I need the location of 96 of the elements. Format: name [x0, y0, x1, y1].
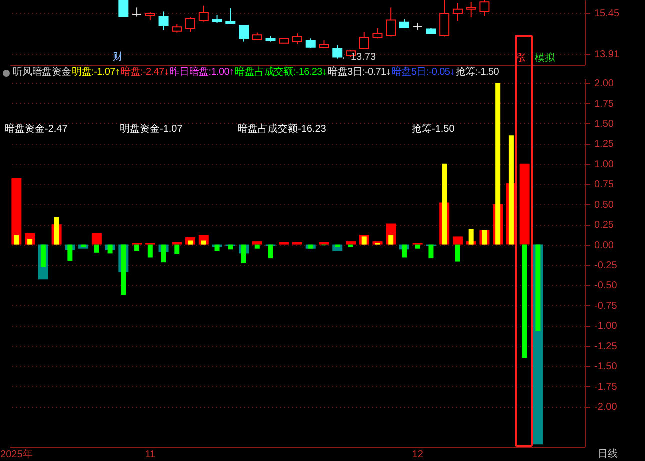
y-tick-label: 2.00 [594, 78, 614, 90]
y-tick-label: 15.45 [594, 8, 620, 20]
candlestick [332, 44, 343, 60]
candlestick [132, 7, 142, 18]
y-tick-label: -1.25 [594, 341, 618, 352]
bar [252, 242, 262, 245]
candlestick [226, 8, 236, 24]
text: 暗盘3日:-0.71↓ [328, 67, 391, 79]
bar [402, 244, 407, 258]
text: 明盘:-1.07↑ [72, 67, 120, 79]
bar [12, 178, 22, 245]
bar [201, 240, 206, 245]
text: 抢筹:-1.50 [456, 67, 499, 79]
annotation: 模拟 [535, 53, 555, 65]
y-tick-label: 0.75 [594, 180, 614, 191]
bar [254, 244, 260, 249]
y-tick-label: 1.25 [594, 139, 614, 150]
bar [536, 244, 541, 332]
bar [94, 244, 100, 253]
annotation: 暗盘资金-2.47 [5, 124, 68, 136]
candlestick [292, 33, 302, 45]
y-tick-label: -0.75 [594, 300, 618, 312]
bar [346, 242, 356, 245]
y-tick-label: -0.50 [594, 280, 618, 292]
y-tick-label: -1.75 [594, 382, 618, 393]
y-tick-label: -0.25 [594, 260, 618, 272]
annotation: 财 [113, 52, 123, 64]
y-tick-label: 1.50 [594, 118, 614, 130]
bar [319, 242, 330, 245]
bar [455, 244, 460, 262]
candlestick [399, 18, 410, 30]
bar [468, 229, 474, 245]
candlestick [372, 28, 383, 40]
candlestick [359, 31, 370, 50]
bar [148, 244, 153, 258]
x-tick-label: 12 [412, 450, 424, 460]
bar [268, 244, 274, 259]
bar [279, 242, 290, 245]
y-tick-label: -2.00 [594, 402, 618, 414]
bar [174, 244, 180, 255]
chart-title: 听风暗盘资金 [13, 67, 72, 79]
bar [428, 244, 434, 259]
bar [172, 242, 182, 245]
y-tick-label: 13.91 [594, 50, 620, 61]
bar [54, 217, 60, 245]
candlestick [452, 2, 463, 22]
y-tick-label: -1.50 [594, 362, 618, 373]
bar [415, 244, 420, 249]
candlestick [239, 25, 250, 42]
bar [121, 244, 126, 295]
bar [134, 244, 140, 252]
bar [522, 244, 528, 358]
bar [496, 83, 501, 245]
bar [362, 236, 367, 245]
annotation: 暗盘占成交额-16.23 [238, 124, 326, 136]
bar [442, 164, 448, 245]
bar [242, 244, 247, 264]
candlestick [306, 38, 316, 49]
text: 暗盘5日:-0.05↓ [392, 67, 455, 79]
bar [161, 244, 166, 263]
bar [388, 235, 394, 245]
bar [520, 164, 530, 245]
text: 暗盘占成交额:-16.23↓ [235, 67, 328, 79]
candlestick [198, 5, 209, 22]
candlestick [386, 7, 396, 38]
text: 昨日暗盘:1.00↑ [170, 67, 234, 79]
bar [292, 242, 302, 245]
bar [452, 236, 463, 245]
bar [14, 235, 20, 245]
x-tick-label: 11 [145, 450, 156, 460]
bar [188, 240, 194, 245]
y-tick-label: 1.75 [594, 98, 614, 110]
y-tick-label: 0.25 [594, 220, 614, 232]
bar [308, 244, 314, 249]
candlestick [118, 0, 129, 18]
bar [40, 244, 46, 268]
candlestick [186, 17, 196, 32]
x-tick-label: 2025年 [0, 448, 33, 460]
bar [228, 244, 234, 250]
text: 日线 [598, 449, 618, 461]
annotation: 抢筹-1.50 [412, 124, 455, 136]
y-tick-label: 1.00 [594, 159, 614, 170]
y-tick-label: -1.00 [594, 321, 618, 332]
bar [92, 233, 102, 245]
bar [68, 244, 73, 261]
bar [508, 136, 514, 245]
bar [214, 244, 220, 252]
bar [108, 244, 113, 254]
text: 暗盘:-2.47↓ [121, 67, 169, 79]
candlestick [158, 11, 169, 31]
y-tick-label: 0.00 [594, 240, 614, 252]
bar [482, 230, 488, 245]
annotation: ←13.73 [341, 52, 376, 64]
annotation: 明盘资金-1.07 [120, 124, 183, 136]
y-tick-label: 0.50 [594, 200, 614, 211]
bar [28, 239, 33, 245]
